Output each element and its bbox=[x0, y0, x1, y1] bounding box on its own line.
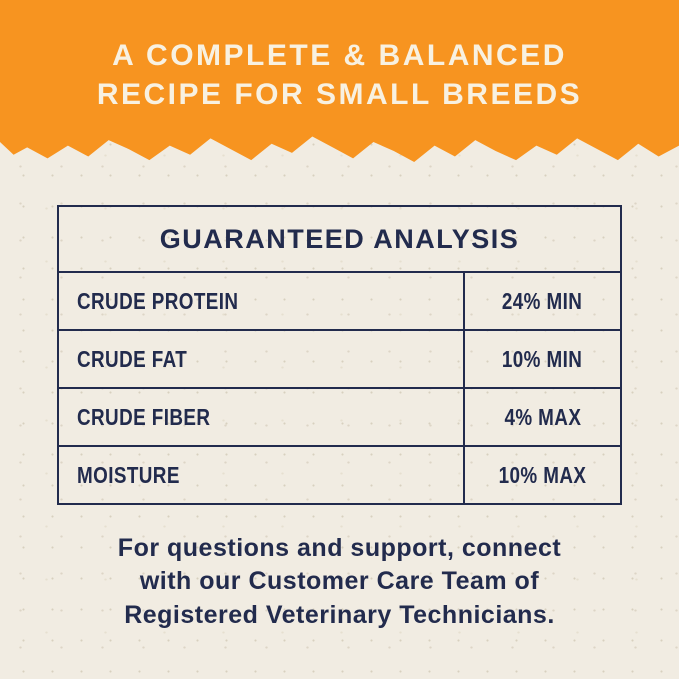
row-label: CRUDE FIBER bbox=[77, 403, 211, 430]
support-message-line2: with our Customer Care Team of bbox=[139, 567, 540, 596]
table-row: CRUDE PROTEIN 24% MIN bbox=[59, 271, 620, 329]
row-label-cell: CRUDE FIBER bbox=[59, 389, 463, 445]
row-label: CRUDE FAT bbox=[77, 345, 188, 372]
row-label: MOISTURE bbox=[77, 461, 180, 488]
guaranteed-analysis-table: GUARANTEED ANALYSIS CRUDE PROTEIN 24% MI… bbox=[57, 205, 622, 505]
support-message-line3: Registered Veterinary Technicians. bbox=[124, 600, 555, 629]
row-label-cell: MOISTURE bbox=[59, 447, 463, 503]
row-value: 24% MIN bbox=[502, 287, 583, 314]
support-message: For questions and support, connect with … bbox=[0, 532, 679, 632]
row-label-cell: CRUDE PROTEIN bbox=[59, 273, 463, 329]
row-label-cell: CRUDE FAT bbox=[59, 331, 463, 387]
row-value: 10% MIN bbox=[502, 345, 583, 372]
header-title-line2: RECIPE FOR SMALL BREEDS bbox=[96, 78, 583, 111]
table-row: CRUDE FAT 10% MIN bbox=[59, 329, 620, 387]
row-value-cell: 10% MIN bbox=[463, 331, 620, 387]
row-value-cell: 4% MAX bbox=[463, 389, 620, 445]
row-label: CRUDE PROTEIN bbox=[77, 287, 239, 314]
row-value-cell: 24% MIN bbox=[463, 273, 620, 329]
table-row: CRUDE FIBER 4% MAX bbox=[59, 387, 620, 445]
orange-header-band bbox=[0, 0, 679, 162]
header-title-line1: A COMPLETE & BALANCED bbox=[112, 38, 567, 72]
row-value: 10% MAX bbox=[498, 461, 587, 488]
support-message-line1: For questions and support, connect bbox=[117, 534, 562, 562]
row-value-cell: 10% MAX bbox=[463, 447, 620, 503]
row-value: 4% MAX bbox=[504, 403, 581, 430]
table-title: GUARANTEED ANALYSIS bbox=[159, 223, 520, 254]
table-row: MOISTURE 10% MAX bbox=[59, 445, 620, 503]
header-title: A COMPLETE & BALANCED RECIPE FOR SMALL B… bbox=[0, 0, 679, 150]
